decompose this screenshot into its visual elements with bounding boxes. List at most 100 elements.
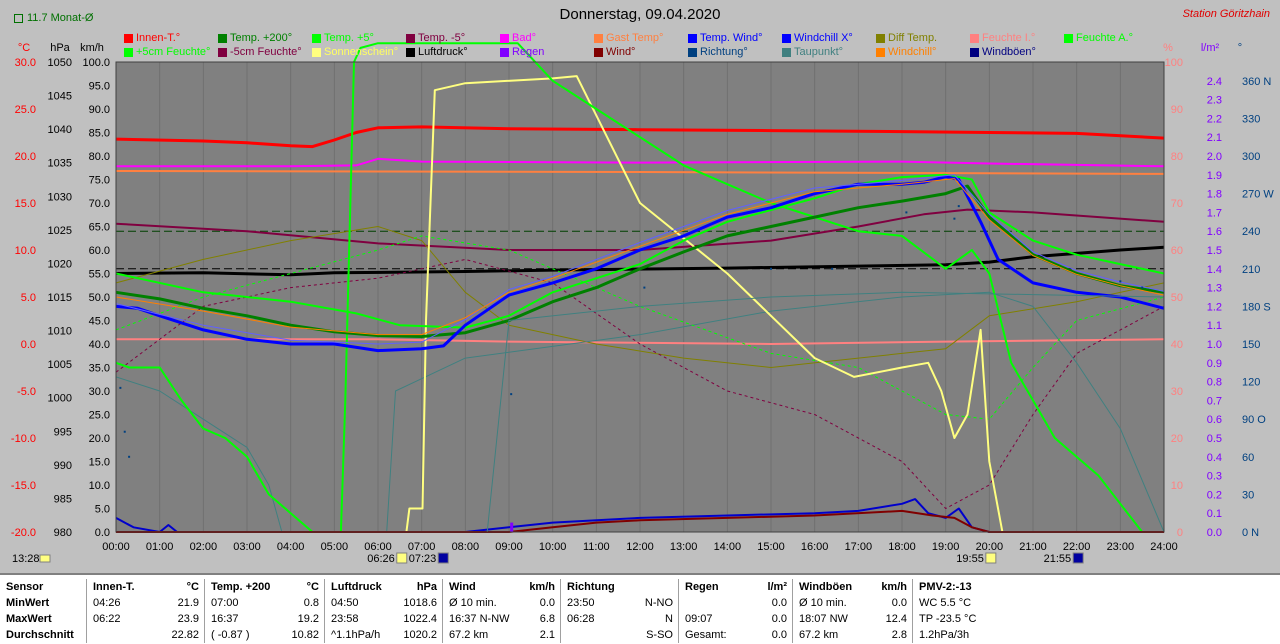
legend-swatch bbox=[782, 33, 791, 43]
pressure-tick-label: 1005 bbox=[48, 359, 72, 371]
legend-item[interactable]: Temp. -5° bbox=[406, 31, 500, 45]
legend-item[interactable]: Windchill° bbox=[876, 45, 970, 59]
direction-point bbox=[770, 267, 772, 270]
legend-item[interactable]: Luftdruck° bbox=[406, 45, 500, 59]
percent-tick-label: 10 bbox=[1171, 480, 1183, 492]
rain-tick-label: 1.9 bbox=[1207, 170, 1222, 182]
stats-cell-row: 1.2hPa/3h bbox=[913, 627, 1031, 643]
series-feuchte-a bbox=[115, 173, 1165, 329]
stats-column-unit: km/h bbox=[881, 581, 907, 593]
temp-tick-label: 15.0 bbox=[15, 198, 36, 210]
stats-cell-value: 10.82 bbox=[291, 629, 319, 641]
stats-cell-row: TP -23.5 °C bbox=[913, 611, 1031, 627]
legend-item[interactable]: Diff Temp. bbox=[876, 31, 970, 45]
stats-cell-value: 0.0 bbox=[891, 597, 907, 609]
stats-cell-row: ^1.1hPa/h 1020.2 bbox=[325, 627, 443, 643]
legend-label: Richtung° bbox=[700, 46, 748, 58]
chart-title: Donnerstag, 09.04.2020 bbox=[559, 6, 721, 23]
legend-item[interactable]: Regen bbox=[500, 45, 594, 59]
pressure-tick-label: 1025 bbox=[48, 225, 72, 237]
station-name: Station Göritzhain bbox=[1182, 8, 1270, 20]
percent-tick-label: 40 bbox=[1171, 339, 1183, 351]
stats-column-title: Temp. +200 bbox=[211, 581, 271, 593]
x-tick-label: 02:00 bbox=[190, 541, 218, 553]
legend-label: Bad° bbox=[512, 32, 536, 44]
axis-unit-label: ° bbox=[1238, 42, 1242, 54]
series-wind bbox=[116, 509, 1164, 533]
stats-cell-time: Gesamt: bbox=[685, 629, 727, 641]
temp-tick-label: -10.0 bbox=[11, 433, 36, 445]
rain-tick-label: 0.6 bbox=[1207, 414, 1222, 426]
x-tick-label: 09:00 bbox=[495, 541, 523, 553]
stats-column-unit: km/h bbox=[529, 581, 555, 593]
legend-item[interactable]: Windböen° bbox=[970, 45, 1064, 59]
direction-point bbox=[510, 393, 513, 396]
legend-label: Luftdruck° bbox=[418, 46, 468, 58]
legend-item[interactable]: +5cm Feuchte° bbox=[124, 45, 218, 59]
pressure-tick-label: 990 bbox=[54, 460, 72, 472]
stats-cell-time: 07:00 bbox=[211, 597, 239, 609]
speed-tick-label: 30.0 bbox=[89, 386, 110, 398]
checkbox-icon bbox=[14, 13, 23, 23]
legend-row: Innen-T.° Temp. +200° Temp. +5° Temp. -5° Ba… bbox=[124, 31, 1280, 45]
legend-swatch bbox=[500, 47, 509, 57]
legend-item[interactable]: Feuchte A.° bbox=[1064, 31, 1158, 45]
stats-cell-value: 2.1 bbox=[539, 629, 555, 641]
legend-swatch bbox=[970, 47, 979, 57]
speed-tick-label: 25.0 bbox=[89, 410, 110, 422]
legend-item[interactable]: Feuchte I.° bbox=[970, 31, 1064, 45]
series-temp-200 bbox=[115, 184, 1165, 338]
stats-column-head: Luftdruck hPa bbox=[325, 579, 443, 595]
legend-item[interactable]: Gast Temp° bbox=[594, 31, 688, 45]
stats-cell-time: 09:07 bbox=[685, 613, 713, 625]
percent-tick-label: 20 bbox=[1171, 433, 1183, 445]
stats-column-unit: °C bbox=[186, 581, 199, 593]
speed-tick-label: 95.0 bbox=[89, 81, 110, 93]
left-marker-label: 13:28 bbox=[12, 553, 40, 565]
stats-cell-time: 06:22 bbox=[93, 613, 121, 625]
stats-cell-value: 19.2 bbox=[297, 613, 319, 625]
legend-swatch bbox=[406, 47, 415, 57]
series-windb-en bbox=[115, 498, 1164, 533]
legend-item[interactable]: Sonnenschein° bbox=[312, 45, 406, 59]
legend-label: Windchill X° bbox=[794, 32, 853, 44]
legend-item[interactable]: -5cm Feuchte° bbox=[218, 45, 312, 59]
speed-tick-label: 85.0 bbox=[89, 128, 110, 140]
rain-tick-label: 1.5 bbox=[1207, 245, 1222, 257]
series-windchill bbox=[115, 178, 1165, 336]
rain-tick-label: 0.8 bbox=[1207, 377, 1222, 389]
legend-item[interactable]: Bad° bbox=[500, 31, 594, 45]
percent-tick-label: 80 bbox=[1171, 151, 1183, 163]
direction-point bbox=[953, 217, 956, 220]
sun-icon bbox=[985, 552, 997, 564]
stats-cell-value: 2.8 bbox=[891, 629, 907, 641]
direction-point bbox=[128, 455, 131, 458]
legend-swatch bbox=[500, 33, 509, 43]
plot-frame bbox=[115, 61, 1165, 533]
legend-item[interactable]: Temp. +200° bbox=[218, 31, 312, 45]
legend-label: Regen bbox=[512, 46, 545, 58]
legend-item[interactable]: Windchill X° bbox=[782, 31, 876, 45]
legend-item[interactable]: Temp. Wind° bbox=[688, 31, 782, 45]
temp-tick-label: 30.0 bbox=[15, 57, 36, 69]
x-tick-label: 14:00 bbox=[714, 541, 742, 553]
series-innen-t bbox=[115, 125, 1165, 149]
legend-item[interactable]: Wind° bbox=[594, 45, 688, 59]
legend-item[interactable]: Taupunkt° bbox=[782, 45, 876, 59]
direction-tick-label: 0 N bbox=[1242, 527, 1259, 539]
legend: Innen-T.° Temp. +200° Temp. +5° Temp. -5° Ba… bbox=[124, 31, 1280, 59]
rain-tick-label: 2.3 bbox=[1207, 95, 1222, 107]
stats-cell-time: 04:50 bbox=[331, 597, 359, 609]
stats-cell-value: 23.9 bbox=[177, 613, 199, 625]
legend-item[interactable]: Temp. +5° bbox=[312, 31, 406, 45]
percent-tick-label: 90 bbox=[1171, 104, 1183, 116]
legend-swatch bbox=[594, 47, 603, 57]
x-tick-label: 03:00 bbox=[233, 541, 261, 553]
speed-tick-label: 15.0 bbox=[89, 457, 110, 469]
pressure-tick-label: 995 bbox=[54, 426, 72, 438]
stats-cell-time: 1.2hPa/3h bbox=[919, 629, 970, 641]
direction-tick-label: 210 bbox=[1242, 264, 1260, 276]
stats-cell-time: TP -23.5 °C bbox=[919, 613, 977, 625]
legend-item[interactable]: Innen-T.° bbox=[124, 31, 218, 45]
legend-item[interactable]: Richtung° bbox=[688, 45, 782, 59]
